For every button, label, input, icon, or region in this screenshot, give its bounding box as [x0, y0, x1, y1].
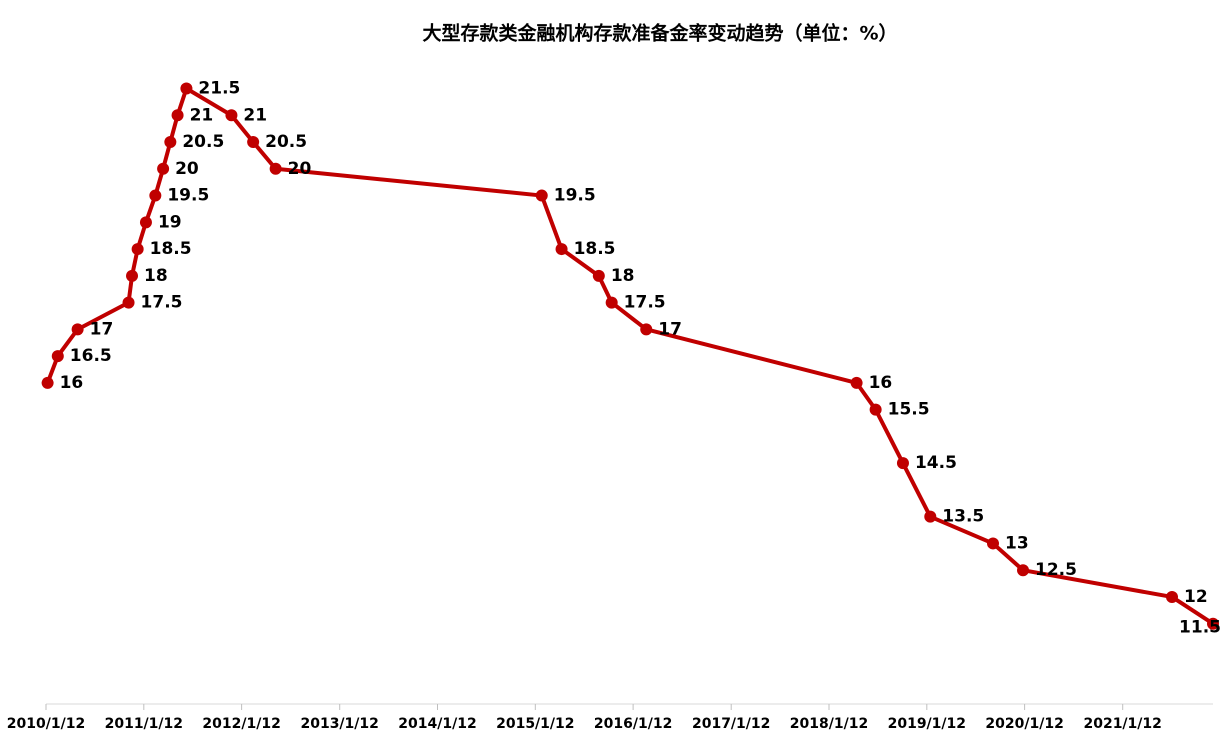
data-label: 18.5	[150, 239, 192, 259]
data-label: 17.5	[141, 293, 183, 313]
data-label: 18	[144, 266, 168, 286]
point	[896, 457, 909, 470]
data-label: 17	[658, 319, 682, 339]
data-label: 17.5	[624, 293, 666, 313]
point	[1017, 564, 1030, 577]
data-label: 16	[60, 373, 84, 393]
point	[269, 162, 282, 175]
data-label: 20.5	[265, 132, 307, 152]
x-tick-label: 2012/1/12	[202, 716, 280, 732]
data-label: 19.5	[167, 186, 209, 206]
data-label: 16.5	[70, 346, 112, 366]
data-label: 21	[243, 105, 267, 125]
chart-title: 大型存款类金融机构存款准备金率变动趋势（单位：%）	[422, 22, 897, 45]
data-label: 18.5	[574, 239, 616, 259]
x-tick-label: 2020/1/12	[985, 716, 1063, 732]
data-label: 13.5	[942, 507, 984, 527]
x-tick-label: 2017/1/12	[692, 716, 770, 732]
point	[869, 403, 882, 416]
x-tick-label: 2014/1/12	[398, 716, 476, 732]
data-label: 21.5	[198, 79, 240, 99]
point	[149, 189, 162, 202]
point	[592, 269, 605, 282]
data-label: 21	[190, 105, 214, 125]
point	[605, 296, 618, 309]
x-tick-label: 2019/1/12	[888, 716, 966, 732]
data-label: 20	[175, 159, 199, 179]
point	[122, 296, 135, 309]
point	[41, 376, 54, 389]
point	[51, 350, 64, 363]
point	[924, 510, 937, 523]
data-label: 11.5	[1179, 618, 1221, 638]
data-label: 13	[1005, 533, 1029, 553]
point	[180, 82, 193, 95]
data-label: 17	[90, 319, 114, 339]
point	[71, 323, 84, 336]
line	[45, 86, 1215, 626]
point	[986, 537, 999, 550]
point	[247, 136, 260, 149]
data-label: 19.5	[554, 186, 596, 206]
data-label: 12	[1184, 587, 1208, 607]
point	[225, 109, 238, 122]
point	[1207, 617, 1219, 630]
point	[126, 269, 139, 282]
point	[157, 162, 170, 175]
data-label: 19	[158, 212, 182, 232]
point	[139, 216, 152, 229]
data-label: 16	[869, 373, 893, 393]
point	[131, 243, 144, 256]
data-label: 20.5	[182, 132, 224, 152]
point	[850, 376, 863, 389]
point	[171, 109, 184, 122]
point	[164, 136, 177, 149]
x-tick-label: 2015/1/12	[496, 716, 574, 732]
data-label: 20	[288, 159, 312, 179]
x-tick-label: 2013/1/12	[300, 716, 378, 732]
point	[535, 189, 548, 202]
point	[555, 243, 568, 256]
point	[1166, 590, 1179, 603]
point	[640, 323, 653, 336]
data-label: 15.5	[888, 400, 930, 420]
x-tick-label: 2010/1/12	[7, 716, 85, 732]
x-tick-label: 2021/1/12	[1083, 716, 1161, 732]
x-tick-label: 2011/1/12	[105, 716, 183, 732]
data-label: 12.5	[1035, 560, 1077, 580]
data-label: 18	[611, 266, 635, 286]
x-tick-label: 2018/1/12	[790, 716, 868, 732]
data-label: 14.5	[915, 453, 957, 473]
x-tick-label: 2016/1/12	[594, 716, 672, 732]
